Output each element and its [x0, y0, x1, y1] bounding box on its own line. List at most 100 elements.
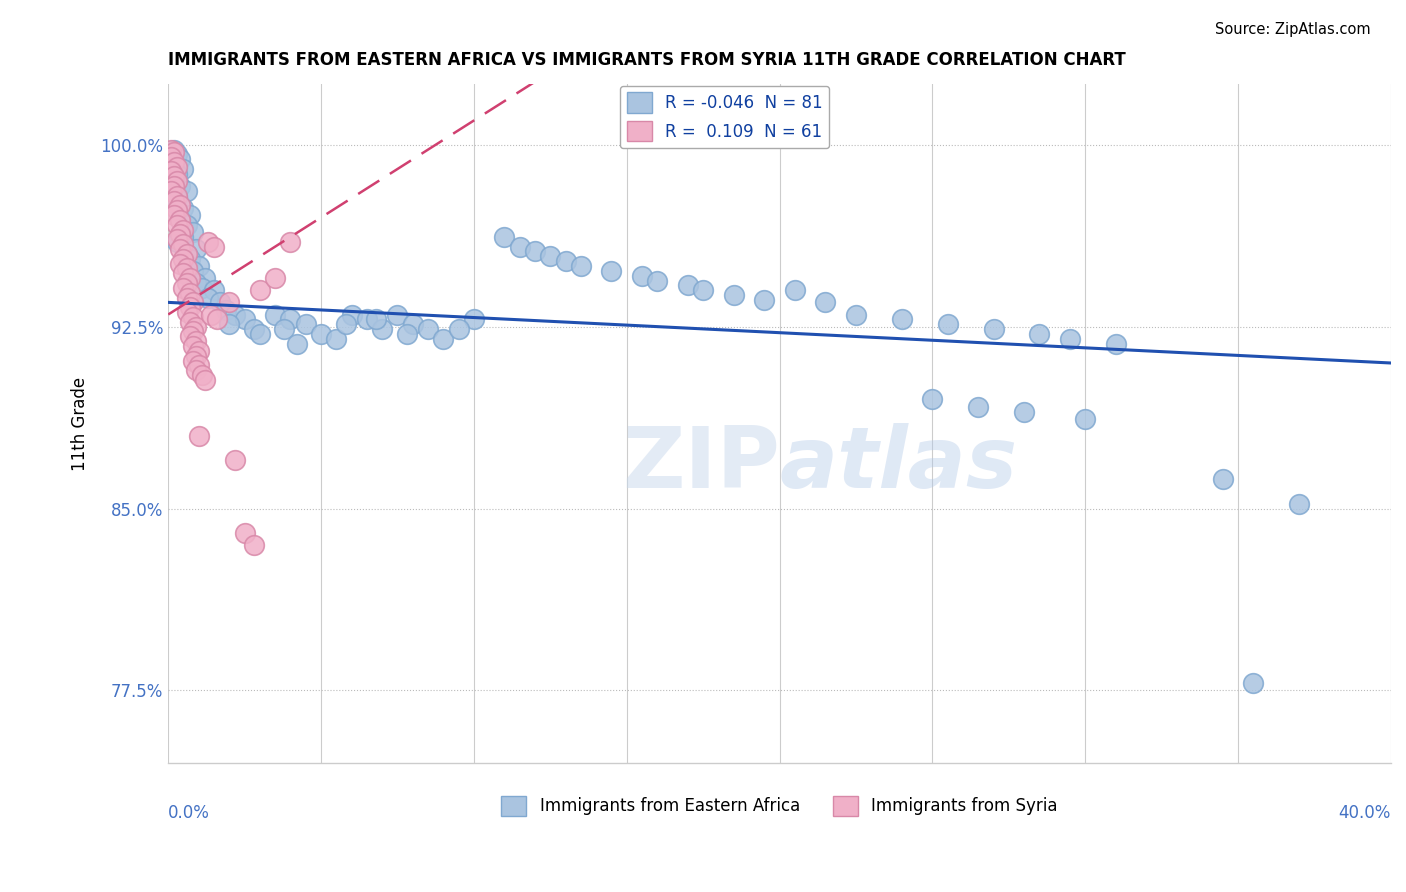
Point [169, 242, 191, 256]
Point [187, 343, 209, 358]
Point [202, 239, 225, 253]
Point [179, 315, 201, 329]
Point [169, 213, 191, 227]
Point [163, 154, 186, 169]
Point [176, 276, 198, 290]
Point [890, 312, 912, 326]
Point [179, 252, 201, 266]
Point [181, 325, 204, 339]
Point [163, 145, 186, 159]
Point [184, 276, 207, 290]
Point [187, 429, 209, 443]
Point [538, 249, 561, 263]
Point [356, 312, 378, 326]
Point [163, 157, 186, 171]
Point [243, 322, 266, 336]
Point [194, 373, 217, 387]
Point [600, 264, 623, 278]
Point [166, 235, 188, 249]
Point [169, 256, 191, 270]
Point [387, 308, 409, 322]
Point [166, 188, 188, 202]
Point [173, 281, 195, 295]
Point [160, 184, 183, 198]
Text: 0.0%: 0.0% [169, 804, 209, 822]
Text: atlas: atlas [779, 423, 1018, 506]
Point [249, 283, 271, 297]
Text: 40.0%: 40.0% [1339, 804, 1391, 822]
Point [325, 332, 347, 346]
Point [197, 291, 219, 305]
Point [176, 247, 198, 261]
Point [181, 353, 204, 368]
Point [179, 300, 201, 314]
Point [335, 317, 357, 331]
Point [967, 400, 990, 414]
Point [163, 196, 186, 211]
Point [202, 283, 225, 297]
Point [160, 143, 183, 157]
Point [554, 254, 576, 268]
Point [1241, 676, 1264, 690]
Point [184, 242, 207, 256]
Point [176, 305, 198, 319]
Point [249, 326, 271, 341]
Point [309, 326, 332, 341]
Point [921, 392, 943, 407]
Point [181, 339, 204, 353]
Point [163, 143, 186, 157]
Point [184, 319, 207, 334]
Point [224, 308, 246, 322]
Legend: Immigrants from Eastern Africa, Immigrants from Syria: Immigrants from Eastern Africa, Immigran… [495, 789, 1064, 822]
Point [184, 349, 207, 363]
Point [169, 178, 191, 193]
Point [243, 538, 266, 552]
Point [184, 363, 207, 377]
Point [264, 308, 287, 322]
Point [416, 322, 439, 336]
Point [494, 230, 516, 244]
Point [676, 278, 699, 293]
Point [1028, 326, 1050, 341]
Point [692, 283, 714, 297]
Point [176, 184, 198, 198]
Point [160, 174, 183, 188]
Point [166, 218, 188, 232]
Point [402, 317, 425, 331]
Point [723, 288, 745, 302]
Point [160, 164, 183, 178]
Point [371, 322, 394, 336]
Point [169, 198, 191, 212]
Point [166, 147, 188, 161]
Point [166, 174, 188, 188]
Point [176, 218, 198, 232]
Point [209, 295, 232, 310]
Point [983, 322, 1005, 336]
Point [754, 293, 776, 307]
Point [166, 203, 188, 218]
Text: IMMIGRANTS FROM EASTERN AFRICA VS IMMIGRANTS FROM SYRIA 11TH GRADE CORRELATION C: IMMIGRANTS FROM EASTERN AFRICA VS IMMIGR… [169, 51, 1126, 69]
Point [395, 326, 418, 341]
Point [647, 274, 669, 288]
Point [1212, 472, 1234, 486]
Point [191, 281, 214, 295]
Point [215, 302, 238, 317]
Point [814, 295, 837, 310]
Point [569, 259, 592, 273]
Point [160, 150, 183, 164]
Point [233, 312, 256, 326]
Point [173, 266, 195, 280]
Point [163, 169, 186, 184]
Point [166, 191, 188, 205]
Point [1074, 411, 1097, 425]
Point [166, 167, 188, 181]
Point [176, 247, 198, 261]
Text: ZIP: ZIP [621, 423, 779, 506]
Point [163, 208, 186, 222]
Point [181, 295, 204, 310]
Point [294, 317, 316, 331]
Point [285, 336, 308, 351]
Point [166, 160, 188, 174]
Point [179, 329, 201, 343]
Point [173, 252, 195, 266]
